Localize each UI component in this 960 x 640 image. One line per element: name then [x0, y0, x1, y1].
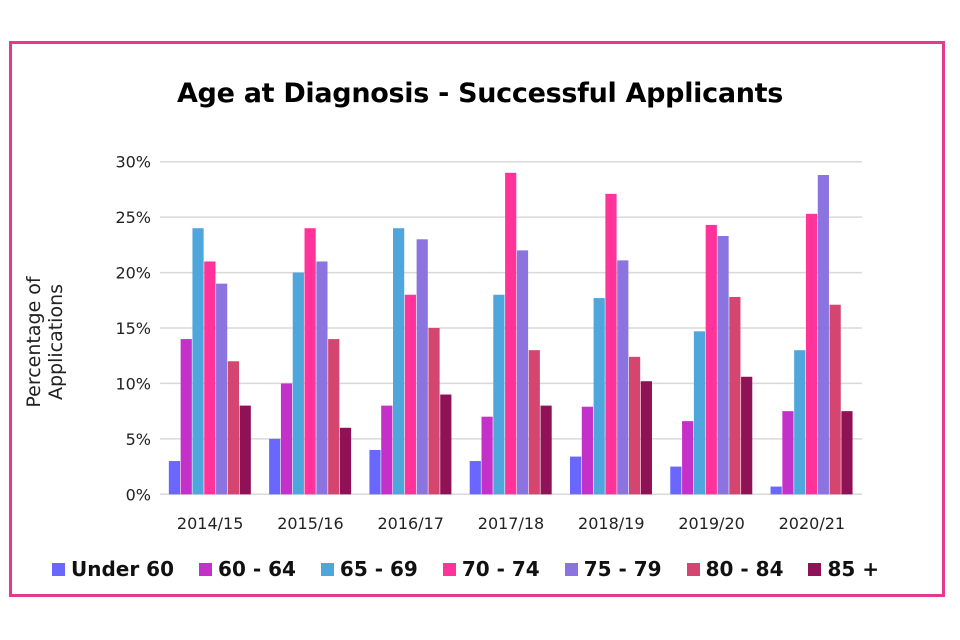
bar — [440, 394, 452, 495]
y-tick-label: 30% — [115, 153, 151, 172]
bar — [705, 224, 717, 495]
bar — [805, 213, 818, 495]
bar — [670, 466, 682, 495]
bar — [192, 228, 204, 495]
legend-swatch — [808, 562, 822, 576]
legend-swatch — [564, 562, 578, 576]
bar — [393, 228, 405, 495]
bar — [770, 486, 782, 495]
bar — [817, 175, 829, 495]
bar — [316, 261, 328, 495]
legend-label: 75 - 79 — [583, 557, 662, 581]
x-tick-label: 2019/20 — [678, 514, 744, 533]
bar — [782, 411, 794, 495]
bar — [640, 381, 652, 495]
bar — [292, 272, 304, 495]
bar — [304, 228, 316, 495]
legend-item: 60 - 64 — [199, 557, 296, 581]
x-tick-label: 2017/18 — [478, 514, 544, 533]
bar — [628, 356, 641, 495]
y-tick-label: 20% — [115, 264, 151, 283]
legend-item: Under 60 — [52, 557, 174, 581]
bar — [717, 235, 729, 495]
legend-swatch — [686, 562, 700, 576]
bar — [416, 239, 428, 495]
bar — [605, 193, 617, 495]
x-tick-label: 2018/19 — [578, 514, 644, 533]
bar — [216, 283, 228, 495]
x-tick-label: 2020/21 — [779, 514, 845, 533]
bar — [505, 172, 517, 495]
y-tick-label: 5% — [126, 430, 151, 449]
legend-label: 85 + — [827, 557, 880, 581]
x-tick-label: 2015/16 — [277, 514, 343, 533]
bar — [369, 449, 381, 495]
legend-item: 85 + — [808, 557, 879, 581]
legend-item: 75 - 79 — [564, 557, 662, 581]
bar — [617, 260, 629, 495]
bar — [328, 339, 340, 495]
legend-item: 80 - 84 — [686, 557, 784, 581]
legend: Under 60 60 - 64 65 - 69 70 - 74 75 - 79 80 -… — [52, 557, 904, 581]
bar — [280, 383, 293, 495]
bar — [682, 421, 694, 495]
bar — [239, 405, 251, 495]
legend-label: 65 - 69 — [339, 557, 418, 581]
bar — [469, 461, 481, 495]
bar — [404, 294, 417, 495]
bar — [829, 304, 841, 495]
bar — [841, 411, 853, 495]
chart-frame — [9, 41, 945, 597]
bar — [569, 456, 582, 495]
bar — [227, 361, 240, 495]
bar — [540, 405, 552, 495]
legend-label: 80 - 84 — [705, 557, 784, 581]
bar — [428, 328, 440, 495]
y-tick-label: 15% — [115, 319, 151, 338]
bar — [794, 350, 806, 495]
bar — [168, 461, 181, 495]
chart-title: Age at Diagnosis - Successful Applicants — [176, 78, 784, 109]
bar — [528, 350, 540, 495]
legend-swatch — [320, 562, 334, 576]
legend-item: 65 - 69 — [320, 557, 418, 581]
bar — [339, 427, 352, 495]
bar — [729, 296, 741, 495]
legend-item: 70 - 74 — [442, 557, 540, 581]
bar — [204, 261, 216, 495]
legend-swatch — [199, 562, 213, 576]
legend-label: Under 60 — [71, 557, 175, 581]
y-tick-label: 10% — [115, 374, 151, 393]
y-tick-label: 25% — [115, 208, 151, 227]
bar — [481, 416, 493, 495]
bar — [269, 438, 281, 495]
legend-label: 60 - 64 — [218, 557, 296, 581]
y-tick-label: 0% — [126, 485, 151, 504]
bar — [581, 406, 593, 495]
bar — [516, 250, 529, 495]
bar — [593, 298, 605, 495]
bar — [693, 331, 706, 495]
legend-label: 70 - 74 — [461, 557, 540, 581]
x-tick-label: 2016/17 — [377, 514, 443, 533]
bar — [180, 339, 192, 495]
legend-swatch — [442, 562, 456, 576]
legend-swatch — [52, 562, 65, 576]
bar — [381, 405, 393, 495]
bar — [741, 376, 753, 495]
x-tick-label: 2014/15 — [177, 514, 243, 533]
bar — [493, 294, 505, 495]
